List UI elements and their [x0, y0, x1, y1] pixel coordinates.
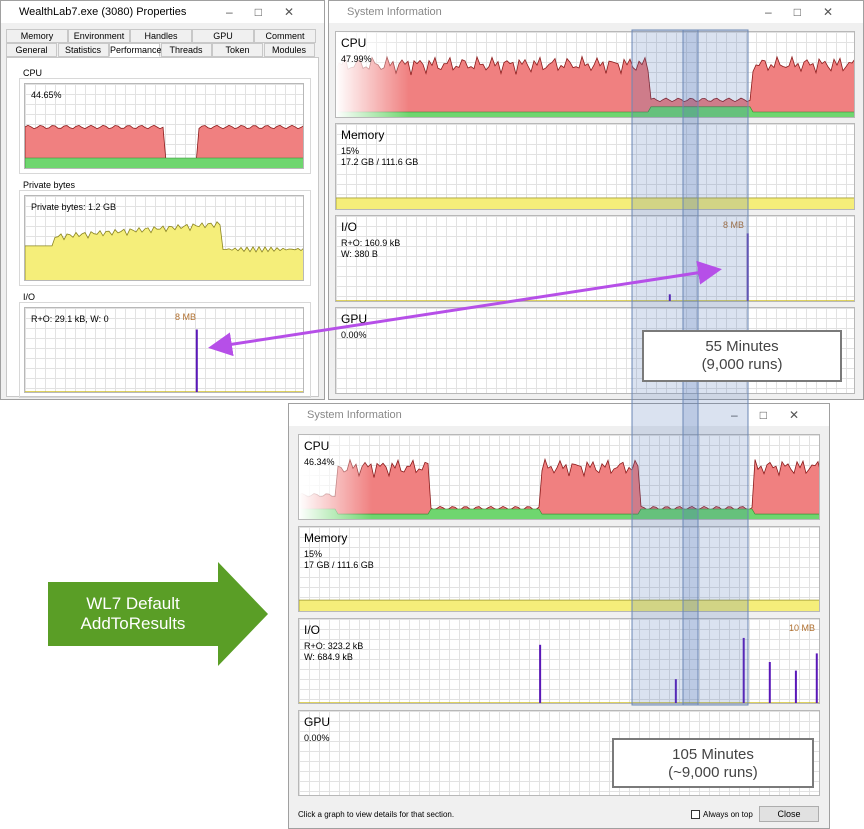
checkbox-label: Always on top — [703, 810, 753, 819]
panel-line: W: 380 B — [341, 249, 378, 259]
window: WealthLab7.exe (3080) Properties –□✕ Memor… — [0, 0, 325, 400]
title-bar: System Information –□✕ — [329, 1, 863, 23]
tab[interactable]: Threads — [160, 43, 212, 57]
panel-line: 47.99% — [341, 54, 372, 64]
window-controls[interactable]: –□✕ — [765, 5, 855, 19]
panel-line: W: 684.9 kB — [304, 652, 353, 662]
callout: 105 Minutes (~9,000 runs) — [612, 738, 814, 788]
callout-line: (9,000 runs) — [701, 356, 783, 373]
peak-label: 8 MB — [175, 312, 197, 322]
panel-line: 0.00% — [304, 733, 330, 743]
kernel-fill — [25, 157, 303, 168]
close-button[interactable]: Close — [759, 806, 819, 822]
io-spike — [195, 329, 198, 392]
readout: Private bytes: 1.2 GB — [31, 202, 117, 212]
private-bytes-fill — [25, 221, 303, 280]
graph: Private bytes: 1.2 GB — [24, 195, 304, 281]
footer-text: Click a graph to view details for that s… — [298, 810, 455, 819]
io-spike — [742, 637, 745, 703]
panel-line: R+O: 323.2 kB — [304, 641, 364, 651]
io-spike — [668, 294, 671, 301]
section-label: Private bytes — [23, 180, 76, 190]
section-label: I/O — [23, 292, 36, 302]
panel-graph[interactable]: Memory 15% 17.2 GB / 111.6 GB — [335, 123, 855, 210]
readout: 44.65% — [31, 90, 62, 100]
panel-name: Memory — [304, 531, 348, 545]
window-controls[interactable]: –□✕ — [731, 408, 821, 422]
panel-name: GPU — [341, 312, 368, 326]
peak-label: 8 MB — [722, 220, 744, 230]
panel-graph[interactable]: Memory 15% 17 GB / 111.6 GB — [298, 526, 820, 612]
panel-name: Memory — [341, 128, 385, 142]
tab[interactable]: GPU — [192, 29, 254, 43]
title-bar: WealthLab7.exe (3080) Properties –□✕ — [1, 1, 324, 23]
callout: 55 Minutes (9,000 runs) — [642, 330, 842, 382]
callout-line: 55 Minutes — [705, 338, 779, 355]
graph: R+O: 29.1 kB, W: 0 8 MB — [24, 307, 304, 393]
graph: 44.65% — [24, 83, 304, 169]
cpu-fill — [336, 55, 854, 117]
panel-line: 17 GB / 111.6 GB — [304, 560, 374, 570]
section-frame: 44.65% — [19, 78, 311, 174]
tab[interactable]: Statistics — [57, 43, 109, 57]
section-label: CPU — [23, 68, 43, 78]
tab-content: CPU 44.65% Private bytes Private bytes: 1.2… — [6, 57, 319, 398]
graph — [336, 32, 854, 117]
arrow-label: WL7 Default AddToResults — [48, 594, 218, 634]
panel-line: 15% — [341, 146, 360, 156]
arrow-label-line: AddToResults — [80, 614, 186, 633]
checkbox[interactable] — [691, 810, 700, 819]
panel-graph[interactable]: I/O R+O: 160.9 kB W: 380 B 8 MB — [335, 215, 855, 302]
memory-fill — [299, 599, 819, 611]
io-spike — [815, 653, 818, 703]
callout-line: 105 Minutes — [672, 746, 754, 763]
callout-line: (~9,000 runs) — [668, 764, 758, 781]
tab[interactable]: Token — [212, 43, 263, 57]
peak-label: 10 MB — [788, 623, 815, 633]
panel-graph[interactable]: CPU 46.34% — [298, 434, 820, 520]
panel-line: 15% — [304, 549, 323, 559]
panel-graph[interactable]: I/O R+O: 323.2 kB W: 684.9 kB 10 MB — [298, 618, 820, 704]
panel-name: I/O — [304, 623, 321, 637]
panel-name: I/O — [341, 220, 358, 234]
section-frame: Private bytes: 1.2 GB — [19, 190, 311, 286]
tab[interactable]: Environment — [68, 29, 130, 43]
io-spike — [674, 679, 677, 703]
panel-line: 17.2 GB / 111.6 GB — [341, 157, 419, 167]
io-spike — [768, 662, 771, 703]
panel-line: 46.34% — [304, 457, 335, 467]
tab[interactable]: Handles — [130, 29, 192, 43]
io-spike — [539, 644, 542, 703]
io-spike — [794, 670, 797, 703]
tab[interactable]: Performance — [109, 43, 162, 57]
panel-line: 0.00% — [341, 330, 367, 340]
section-frame: R+O: 29.1 kB, W: 0 8 MB — [19, 302, 311, 398]
tab[interactable]: Comment — [254, 29, 316, 43]
graph — [25, 124, 303, 168]
fade-rect — [336, 32, 409, 117]
fade-rect — [299, 435, 373, 519]
tab[interactable]: General — [6, 43, 57, 57]
panel-name: CPU — [341, 36, 367, 50]
panel-graph[interactable]: CPU 47.99% — [335, 31, 855, 118]
graph — [25, 329, 303, 392]
graph — [299, 637, 819, 703]
readout: R+O: 29.1 kB, W: 0 — [31, 314, 109, 324]
panel-name: CPU — [304, 439, 330, 453]
arrow-label-line: WL7 Default — [86, 594, 180, 613]
window-controls[interactable]: –□✕ — [226, 5, 316, 19]
io-spike — [746, 233, 749, 301]
memory-fill — [336, 197, 854, 209]
graph — [299, 599, 819, 611]
graph — [336, 197, 854, 209]
graph — [299, 435, 819, 519]
graph — [336, 233, 854, 301]
panel-line: R+O: 160.9 kB — [341, 238, 401, 248]
title-bar: System Information –□✕ — [289, 404, 829, 426]
tab[interactable]: Modules — [263, 43, 315, 57]
panel-name: GPU — [304, 715, 331, 729]
tab[interactable]: Memory — [6, 29, 68, 43]
